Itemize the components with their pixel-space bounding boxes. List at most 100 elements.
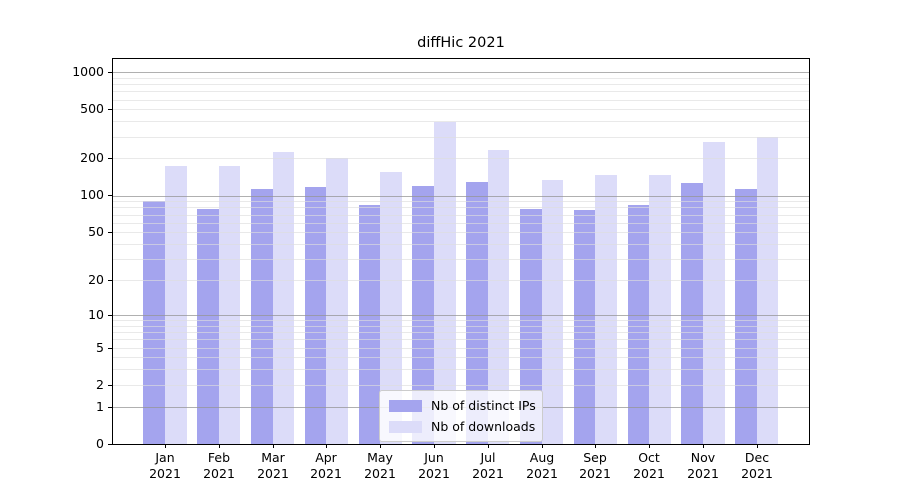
bar-downloads-sep xyxy=(595,175,618,444)
gridline-minor-80 xyxy=(113,207,809,209)
gridline-major-100 xyxy=(113,195,809,197)
gridline-minor-8 xyxy=(113,325,809,327)
bar-downloads-may xyxy=(380,172,402,444)
legend: Nb of distinct IPs Nb of downloads xyxy=(379,390,543,442)
y-axis-tick-20 xyxy=(108,280,113,281)
bar-ips-dec xyxy=(735,188,757,444)
x-axis-tick-dec xyxy=(757,444,758,448)
y-axis-tick-2 xyxy=(108,385,113,386)
y-axis-tick-10 xyxy=(108,315,113,316)
x-axis-tick-label-mar: Mar 2021 xyxy=(241,450,305,482)
bar-ips-oct xyxy=(627,204,650,444)
x-axis-label-line: 2021 xyxy=(149,466,181,481)
legend-label-downloads: Nb of downloads xyxy=(431,419,536,434)
legend-label-distinct-ips: Nb of distinct IPs xyxy=(431,398,536,413)
gridline-minor-40 xyxy=(113,244,809,245)
x-axis-tick-oct xyxy=(649,444,650,448)
x-axis-label-line: 2021 xyxy=(364,466,396,481)
gridline-minor-3 xyxy=(113,369,809,371)
y-axis-tick-label-5: 5 xyxy=(96,340,104,355)
y-axis-tick-label-0: 0 xyxy=(96,436,104,451)
x-axis-tick-label-apr: Apr 2021 xyxy=(294,450,358,482)
x-axis-tick-jan xyxy=(165,444,166,448)
x-axis-tick-label-nov: Nov 2021 xyxy=(671,450,735,482)
gridline-minor-50 xyxy=(113,232,809,234)
bar-downloads-jan xyxy=(165,166,187,444)
bar-ips-jan xyxy=(143,201,165,444)
x-axis-tick-label-jan: Jan 2021 xyxy=(133,450,197,482)
legend-item-downloads: Nb of downloads xyxy=(389,418,536,435)
legend-swatch-downloads xyxy=(389,420,422,433)
x-axis-label-line: 2021 xyxy=(687,466,719,481)
bar-downloads-dec xyxy=(756,137,779,444)
bar-ips-mar xyxy=(250,189,273,444)
legend-swatch-distinct-ips xyxy=(389,399,422,412)
x-axis-label-line: Oct xyxy=(638,450,660,465)
x-axis-label-line: Dec xyxy=(744,450,770,465)
x-axis-tick-mar xyxy=(273,444,274,448)
x-axis-tick-label-oct: Oct 2021 xyxy=(617,450,681,482)
x-axis-label-line: Feb xyxy=(207,450,231,465)
gridline-minor-60 xyxy=(113,222,809,224)
x-axis-tick-label-feb: Feb 2021 xyxy=(187,450,251,482)
y-axis-tick-0 xyxy=(108,444,113,445)
x-axis-tick-apr xyxy=(326,444,327,448)
x-axis-tick-feb xyxy=(219,444,220,448)
x-axis-tick-label-dec: Dec 2021 xyxy=(725,450,789,482)
y-axis-tick-label-1000: 1000 xyxy=(72,64,104,79)
x-axis-tick-label-aug: Aug 2021 xyxy=(510,450,574,482)
bar-ips-jul xyxy=(466,182,488,444)
x-axis-tick-aug xyxy=(542,444,543,448)
y-axis-tick-50 xyxy=(108,232,113,233)
y-axis-tick-label-100: 100 xyxy=(80,187,104,202)
x-axis-label-line: Jul xyxy=(480,450,496,465)
gridline-minor-200 xyxy=(113,158,809,160)
gridline-minor-90 xyxy=(113,201,809,203)
gridline-minor-70 xyxy=(113,214,809,216)
x-axis-label-line: Jan xyxy=(155,450,175,465)
x-axis-label-line: 2021 xyxy=(741,466,773,481)
x-axis-label-line: May xyxy=(367,450,393,465)
x-axis-label-line: 2021 xyxy=(579,466,611,481)
x-axis-tick-label-jun: Jun 2021 xyxy=(402,450,466,482)
y-axis-tick-label-200: 200 xyxy=(80,150,104,165)
gridline-minor-7 xyxy=(113,332,809,333)
y-axis-tick-1 xyxy=(108,407,113,408)
x-axis-tick-may xyxy=(380,444,381,448)
x-axis-tick-jun xyxy=(434,444,435,448)
gridline-minor-20 xyxy=(113,280,809,282)
gridline-minor-700 xyxy=(113,91,809,93)
x-axis-tick-label-jul: Jul 2021 xyxy=(456,450,520,482)
chart-title: diffHic 2021 xyxy=(417,35,505,51)
x-axis-label-line: Apr xyxy=(315,450,337,465)
bar-ips-may xyxy=(358,204,381,444)
gridline-major-10 xyxy=(113,314,809,316)
bar-downloads-aug xyxy=(541,179,564,444)
x-axis-label-line: 2021 xyxy=(472,466,504,481)
y-axis-tick-100 xyxy=(108,195,113,196)
y-axis-tick-label-50: 50 xyxy=(88,224,104,239)
y-axis-tick-1000 xyxy=(108,72,113,73)
bar-downloads-jul xyxy=(487,150,510,444)
bar-downloads-nov xyxy=(703,141,725,444)
gridline-major-1000 xyxy=(113,72,809,73)
x-axis-tick-jul xyxy=(488,444,489,448)
gridline-minor-600 xyxy=(113,99,809,101)
y-axis-tick-label-500: 500 xyxy=(80,101,104,116)
y-axis-tick-label-2: 2 xyxy=(96,377,104,392)
x-axis-label-line: 2021 xyxy=(203,466,235,481)
x-axis-tick-nov xyxy=(703,444,704,448)
x-axis-tick-sep xyxy=(595,444,596,448)
gridline-minor-30 xyxy=(113,259,809,261)
gridline-minor-9 xyxy=(113,320,809,321)
gridline-minor-900 xyxy=(113,77,809,79)
gridline-minor-2 xyxy=(113,384,809,386)
gridline-minor-400 xyxy=(113,121,809,123)
gridline-minor-4 xyxy=(113,357,809,359)
y-axis-tick-200 xyxy=(108,158,113,159)
x-axis-label-line: 2021 xyxy=(257,466,289,481)
x-axis-label-line: 2021 xyxy=(526,466,558,481)
gridline-minor-800 xyxy=(113,84,809,85)
x-axis-label-line: Mar xyxy=(261,450,285,465)
